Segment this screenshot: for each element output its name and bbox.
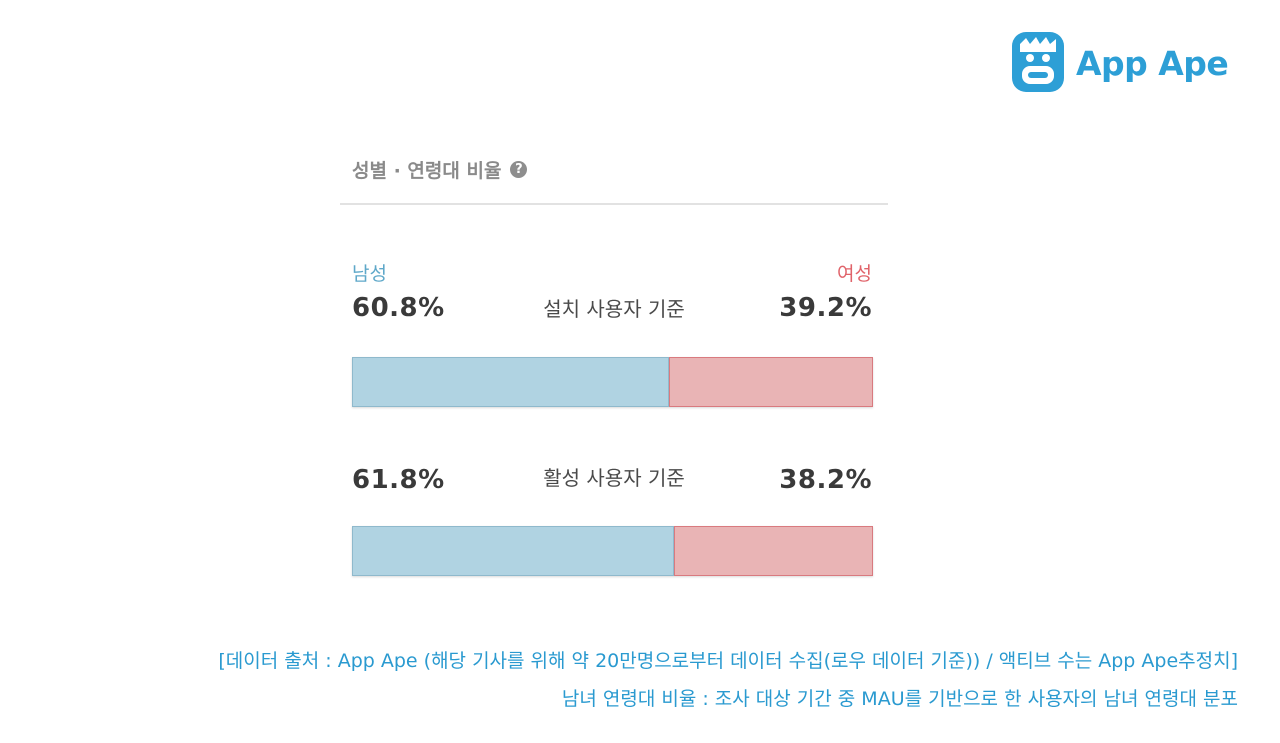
stacked-bar-active xyxy=(352,526,873,576)
bar-segment-active-female xyxy=(673,526,873,576)
logo-text: App Ape xyxy=(1076,43,1229,83)
panel-title: 성별 · 연령대 비율 ? xyxy=(352,156,528,183)
bar-label-active-male: 61.8% xyxy=(352,465,445,495)
divider xyxy=(340,203,888,205)
app-ape-logo: App Ape xyxy=(1010,30,1229,96)
question-circle-icon[interactable]: ? xyxy=(510,161,528,178)
panel-title-text: 성별 · 연령대 비율 xyxy=(352,160,502,182)
bar-segment-installed-female xyxy=(668,357,873,407)
category-label-installed: 설치 사용자 기준 xyxy=(543,297,685,321)
bar-label-active-female: 38.2% xyxy=(779,465,872,495)
bar-segment-active-male xyxy=(352,526,674,576)
definition-caption: 남녀 연령대 비율 : 조사 대상 기간 중 MAU를 기반으로 한 사용자의 … xyxy=(561,688,1238,710)
bar-segment-installed-male xyxy=(352,357,669,407)
gender-age-panel: 성별 · 연령대 비율 ? 남성 여성 60.8% 설치 사용자 기준 39.2… xyxy=(340,150,888,590)
legend-female: 여성 xyxy=(837,263,872,285)
bar-label-installed-male: 60.8% xyxy=(352,293,445,323)
legend-male: 남성 xyxy=(352,263,387,285)
category-label-active: 활성 사용자 기준 xyxy=(543,466,685,490)
ape-icon xyxy=(1012,32,1064,92)
bar-label-installed-female: 39.2% xyxy=(779,293,872,323)
stacked-bar-installed xyxy=(352,357,873,407)
source-caption: [데이터 출처 : App Ape (해당 기사를 위해 약 20만명으로부터 … xyxy=(218,650,1238,672)
